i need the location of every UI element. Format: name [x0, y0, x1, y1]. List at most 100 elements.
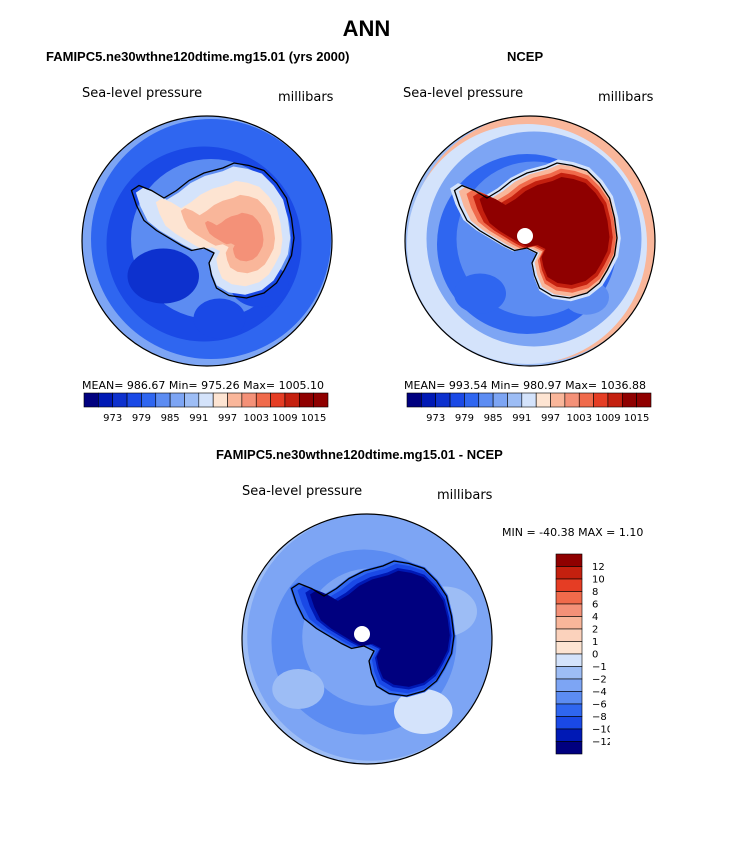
colorbar-tick-label: −10	[592, 725, 610, 736]
diff-panel-title: FAMIPC5.ne30wthne120dtime.mg15.01 - NCEP	[216, 447, 503, 462]
colorbar-box	[555, 641, 583, 655]
contour-band-interior	[205, 212, 264, 262]
colorbar-tick-label: 1	[592, 637, 598, 648]
colorbar-box	[492, 392, 508, 408]
pressure-cell	[394, 689, 453, 734]
colorbar-box	[555, 666, 583, 680]
colorbar-box	[155, 392, 171, 408]
colorbar-box	[112, 392, 128, 408]
colorbar-tick-label: 985	[484, 413, 503, 424]
missing-data-pole	[517, 228, 533, 244]
colorbar-box	[83, 392, 99, 408]
pressure-cell	[272, 669, 325, 709]
pressure-cell	[127, 248, 199, 304]
colorbar-tick-label: −4	[592, 687, 607, 698]
diff-slp-map	[241, 513, 493, 765]
colorbar-tick-label: 991	[512, 413, 531, 424]
diff-units-label: millibars	[437, 488, 493, 503]
pressure-cell	[454, 273, 506, 314]
colorbar-box	[555, 678, 583, 692]
colorbar-tick-label: 997	[541, 413, 560, 424]
colorbar-tick-label: 1003	[567, 413, 592, 424]
colorbar-box	[564, 392, 580, 408]
colorbar-tick-label: 1015	[624, 413, 649, 424]
ncep-variable-label: Sea-level pressure	[403, 86, 524, 101]
colorbar-box	[555, 566, 583, 580]
contour-band-interior	[310, 570, 450, 687]
colorbar-box	[169, 392, 185, 408]
colorbar-box	[270, 392, 286, 408]
colorbar-box	[578, 392, 594, 408]
ncep-slp-map	[404, 115, 656, 367]
colorbar-box	[313, 392, 329, 408]
diff-variable-label: Sea-level pressure	[242, 484, 363, 499]
colorbar-tick-label: −6	[592, 700, 607, 711]
colorbar-box	[435, 392, 451, 408]
colorbar-box	[284, 392, 300, 408]
colorbar-tick-label: 991	[189, 413, 208, 424]
model-colorbar: 973 979 985 991 997 1003 1009 1015	[83, 392, 329, 424]
colorbar-box	[535, 392, 551, 408]
colorbar-box	[555, 628, 583, 642]
colorbar-tick-label: 1003	[244, 413, 269, 424]
colorbar-box	[241, 392, 257, 408]
colorbar-box	[555, 741, 583, 755]
contour-band-interior	[479, 177, 610, 285]
ncep-units-label: millibars	[598, 90, 654, 105]
colorbar-tick-label: −2	[592, 675, 607, 686]
antarctica-coastline	[453, 162, 618, 299]
colorbar-box	[555, 703, 583, 717]
colorbar-box	[298, 392, 314, 408]
colorbar-tick-label: 0	[592, 650, 598, 661]
colorbar-box	[227, 392, 243, 408]
model-stats-text: MEAN= 986.67 Min= 975.26 Max= 1005.10	[82, 379, 325, 392]
colorbar-box	[555, 653, 583, 667]
colorbar-box	[478, 392, 494, 408]
colorbar-box	[555, 603, 583, 617]
colorbar-box	[449, 392, 465, 408]
colorbar-box	[555, 578, 583, 592]
colorbar-box	[406, 392, 422, 408]
ncep-stats-text: MEAN= 993.54 Min= 980.97 Max= 1036.88	[404, 379, 647, 392]
colorbar-box	[255, 392, 271, 408]
colorbar-box	[464, 392, 480, 408]
colorbar-box	[555, 691, 583, 705]
colorbar-tick-label: −8	[592, 712, 607, 723]
antarctica-coastline	[290, 560, 455, 697]
colorbar-tick-label: 979	[455, 413, 474, 424]
model-slp-map	[81, 115, 333, 367]
colorbar-tick-label: 985	[161, 413, 180, 424]
colorbar-box	[141, 392, 157, 408]
map-fill-group	[242, 514, 492, 764]
colorbar-box	[212, 392, 228, 408]
map-frame	[81, 115, 333, 367]
map-fill-group	[82, 116, 332, 366]
colorbar-tick-label: 973	[103, 413, 122, 424]
colorbar-tick-label: 10	[592, 575, 605, 586]
pressure-cell	[193, 298, 246, 339]
map-frame	[241, 513, 493, 765]
colorbar-box	[593, 392, 609, 408]
colorbar-box	[621, 392, 637, 408]
colorbar-box	[198, 392, 214, 408]
colorbar-tick-label: 8	[592, 587, 598, 598]
colorbar-box	[555, 591, 583, 605]
colorbar-box	[126, 392, 142, 408]
colorbar-box	[555, 728, 583, 742]
model-units-label: millibars	[278, 90, 334, 105]
colorbar-tick-label: 4	[592, 612, 598, 623]
missing-data-pole	[354, 626, 370, 642]
colorbar-box	[607, 392, 623, 408]
colorbar-tick-label: 997	[218, 413, 237, 424]
colorbar-tick-label: 979	[132, 413, 151, 424]
antarctica-coastline	[130, 162, 295, 299]
colorbar-box	[184, 392, 200, 408]
colorbar-tick-label: 12	[592, 562, 605, 573]
colorbar-box	[555, 616, 583, 630]
colorbar-tick-label: −1	[592, 662, 607, 673]
colorbar-tick-label: 973	[426, 413, 445, 424]
map-frame	[404, 115, 656, 367]
page-title: ANN	[342, 16, 391, 41]
colorbar-tick-label: 1009	[272, 413, 297, 424]
